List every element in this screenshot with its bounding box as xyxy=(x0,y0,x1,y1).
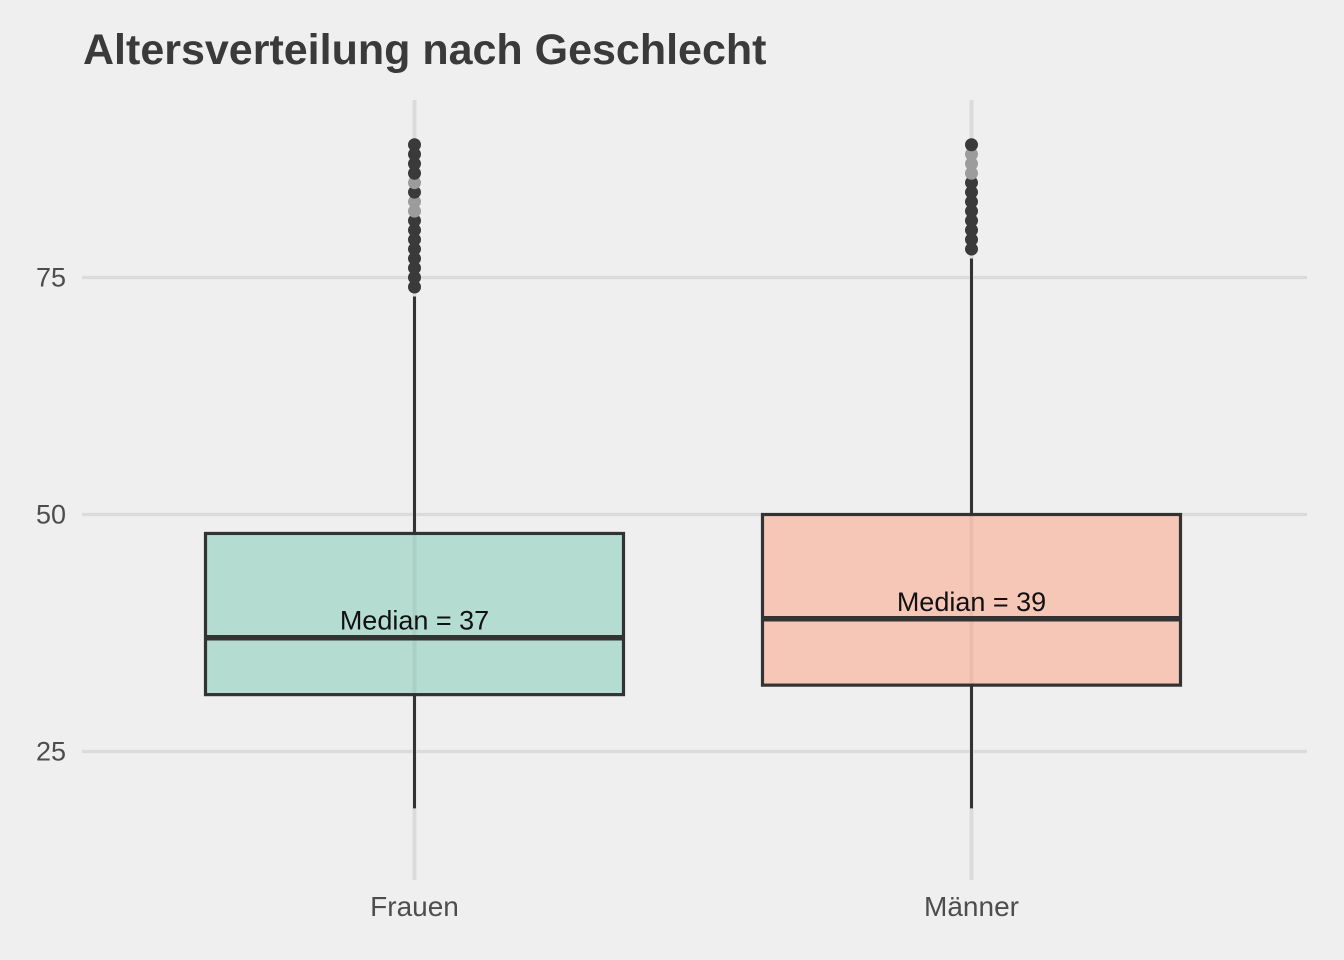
outlier-dot xyxy=(408,242,421,256)
x-tick-label-1: Männer xyxy=(924,891,1019,922)
outlier-dot xyxy=(965,233,978,247)
outlier-dot xyxy=(408,147,421,161)
outlier-dot xyxy=(965,176,978,190)
outlier-dot xyxy=(408,185,421,199)
outlier-dot xyxy=(408,138,421,152)
outlier-dot xyxy=(965,166,978,180)
outlier-dot xyxy=(408,176,421,190)
outlier-dot xyxy=(965,185,978,199)
outlier-dot xyxy=(965,195,978,209)
outlier-dot xyxy=(965,223,978,237)
outlier-dot xyxy=(408,261,421,275)
outlier-dot xyxy=(965,147,978,161)
median-annotation-0: Median = 37 xyxy=(340,606,489,636)
outlier-dot xyxy=(408,204,421,218)
y-tick-label-50: 50 xyxy=(36,500,66,530)
outlier-dot xyxy=(965,138,978,152)
box-0 xyxy=(203,531,626,697)
chart-title: Altersverteilung nach Geschlecht xyxy=(83,26,767,74)
outlier-dot xyxy=(408,166,421,180)
outlier-dot xyxy=(408,214,421,228)
outlier-dot xyxy=(408,223,421,237)
outlier-dot xyxy=(408,252,421,266)
y-tick-label-75: 75 xyxy=(36,263,66,293)
outlier-dot xyxy=(408,195,421,209)
x-tick-label-0: Frauen xyxy=(370,891,459,922)
outlier-dot xyxy=(965,204,978,218)
box-1 xyxy=(760,512,1183,687)
median-annotation-1: Median = 39 xyxy=(897,587,1046,617)
outlier-dot xyxy=(408,157,421,171)
outlier-dot xyxy=(408,271,421,284)
outlier-dot xyxy=(965,157,978,171)
y-tick-label-25: 25 xyxy=(36,737,66,767)
outlier-dot xyxy=(408,280,421,294)
outlier-dot xyxy=(408,233,421,247)
outlier-dot xyxy=(965,242,978,256)
outlier-dot xyxy=(965,214,978,228)
